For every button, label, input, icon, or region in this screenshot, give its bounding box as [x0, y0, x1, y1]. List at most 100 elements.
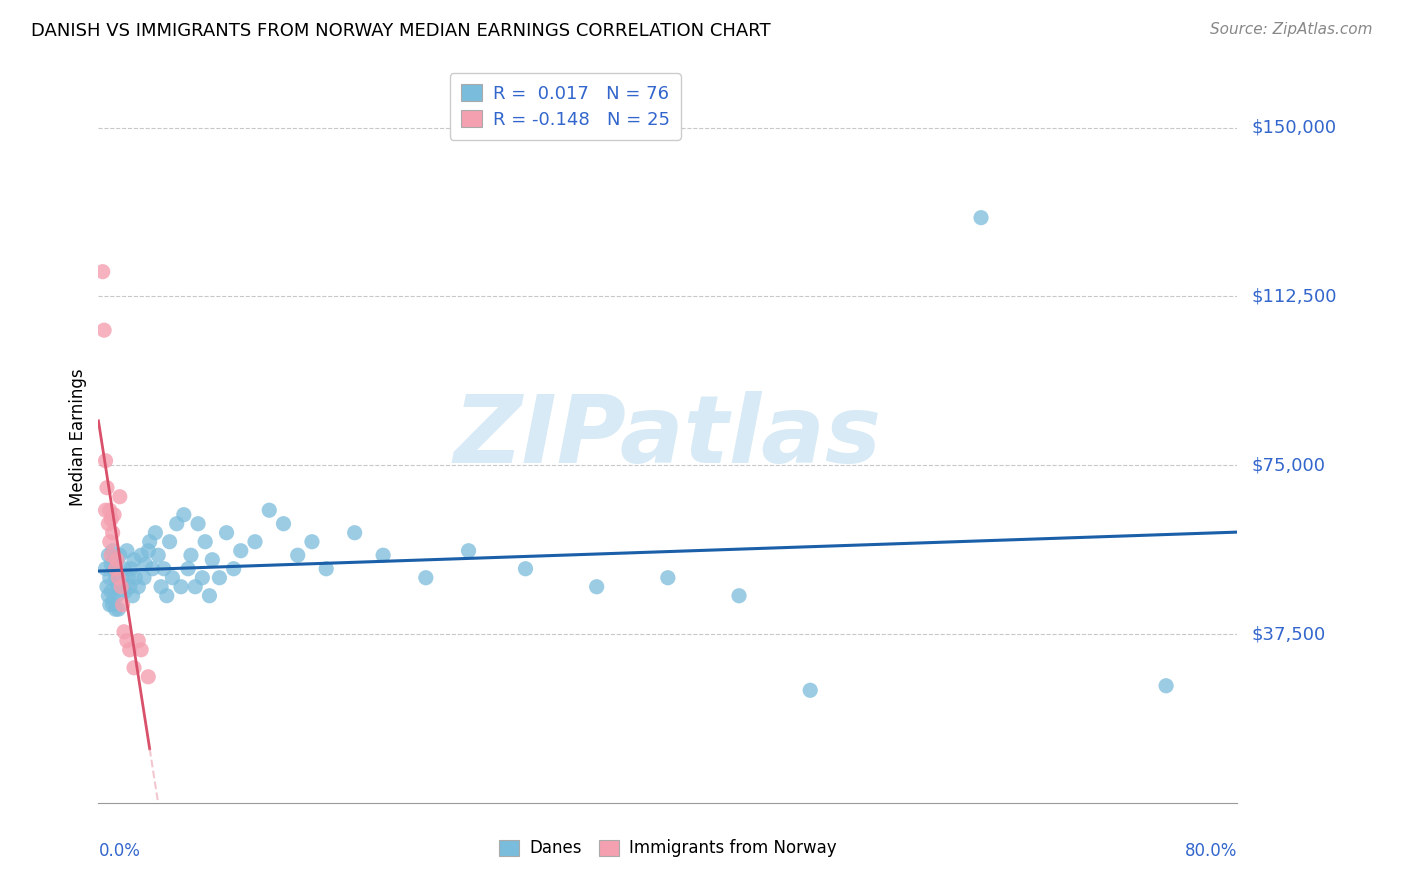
Point: [657, 571, 679, 585]
Point: [415, 571, 437, 585]
Point: [166, 516, 188, 531]
Point: [343, 525, 366, 540]
Text: $75,000: $75,000: [1251, 456, 1326, 475]
Point: [97, 589, 120, 603]
Point: [129, 642, 152, 657]
Text: $150,000: $150,000: [1251, 119, 1336, 136]
Point: [108, 490, 131, 504]
Point: [94, 453, 117, 467]
Point: [96, 580, 118, 594]
Point: [215, 525, 238, 540]
Point: [110, 580, 132, 594]
Point: [94, 503, 117, 517]
Point: [148, 548, 170, 562]
Point: [287, 548, 309, 562]
Text: $37,500: $37,500: [1251, 625, 1326, 643]
Text: $112,500: $112,500: [1251, 287, 1337, 305]
Point: [515, 562, 537, 576]
Point: [1154, 679, 1177, 693]
Point: [121, 589, 143, 603]
Point: [127, 580, 149, 594]
Point: [105, 589, 128, 603]
Y-axis label: Median Earnings: Median Earnings: [69, 368, 87, 506]
Point: [136, 543, 159, 558]
Point: [105, 553, 128, 567]
Point: [115, 543, 138, 558]
Point: [101, 543, 124, 558]
Point: [156, 589, 179, 603]
Point: [118, 642, 141, 657]
Point: [120, 562, 142, 576]
Point: [107, 602, 129, 616]
Point: [117, 571, 139, 585]
Point: [100, 584, 122, 599]
Point: [124, 571, 146, 585]
Point: [97, 548, 120, 562]
Point: [122, 553, 145, 567]
Point: [170, 580, 193, 594]
Point: [970, 211, 993, 225]
Point: [180, 548, 202, 562]
Point: [159, 534, 181, 549]
Point: [201, 553, 224, 567]
Point: [93, 323, 115, 337]
Point: [98, 598, 121, 612]
Point: [145, 525, 167, 540]
Point: [136, 670, 159, 684]
Point: [229, 543, 252, 558]
Point: [100, 548, 122, 562]
Point: [150, 580, 173, 594]
Point: [112, 624, 135, 639]
Point: [105, 553, 128, 567]
Point: [301, 534, 323, 549]
Point: [112, 562, 135, 576]
Point: [110, 571, 132, 585]
Point: [129, 548, 152, 562]
Point: [111, 598, 134, 612]
Point: [103, 562, 125, 576]
Point: [107, 571, 129, 585]
Point: [94, 562, 117, 576]
Point: [107, 580, 129, 594]
Point: [104, 602, 127, 616]
Point: [243, 534, 266, 549]
Point: [138, 534, 160, 549]
Point: [100, 512, 122, 526]
Point: [115, 633, 138, 648]
Point: [191, 571, 214, 585]
Text: ZIPatlas: ZIPatlas: [454, 391, 882, 483]
Text: DANISH VS IMMIGRANTS FROM NORWAY MEDIAN EARNINGS CORRELATION CHART: DANISH VS IMMIGRANTS FROM NORWAY MEDIAN …: [31, 22, 770, 40]
Point: [98, 503, 121, 517]
Point: [187, 516, 209, 531]
Point: [98, 571, 121, 585]
Point: [799, 683, 821, 698]
Point: [373, 548, 395, 562]
Point: [134, 558, 156, 572]
Point: [132, 571, 155, 585]
Text: Source: ZipAtlas.com: Source: ZipAtlas.com: [1209, 22, 1372, 37]
Point: [194, 534, 217, 549]
Point: [162, 571, 184, 585]
Point: [122, 661, 145, 675]
Point: [208, 571, 231, 585]
Point: [222, 562, 245, 576]
Point: [728, 589, 751, 603]
Point: [114, 584, 136, 599]
Point: [198, 589, 221, 603]
Point: [273, 516, 295, 531]
Point: [111, 580, 134, 594]
Point: [101, 525, 124, 540]
Point: [127, 633, 149, 648]
Point: [104, 562, 127, 576]
Point: [585, 580, 607, 594]
Point: [153, 562, 176, 576]
Point: [100, 558, 122, 572]
Point: [103, 593, 125, 607]
Point: [315, 562, 337, 576]
Point: [118, 580, 141, 594]
Point: [97, 516, 120, 531]
Point: [104, 571, 127, 585]
Legend: Danes, Immigrants from Norway: Danes, Immigrants from Norway: [492, 832, 844, 864]
Point: [141, 562, 163, 576]
Point: [103, 508, 125, 522]
